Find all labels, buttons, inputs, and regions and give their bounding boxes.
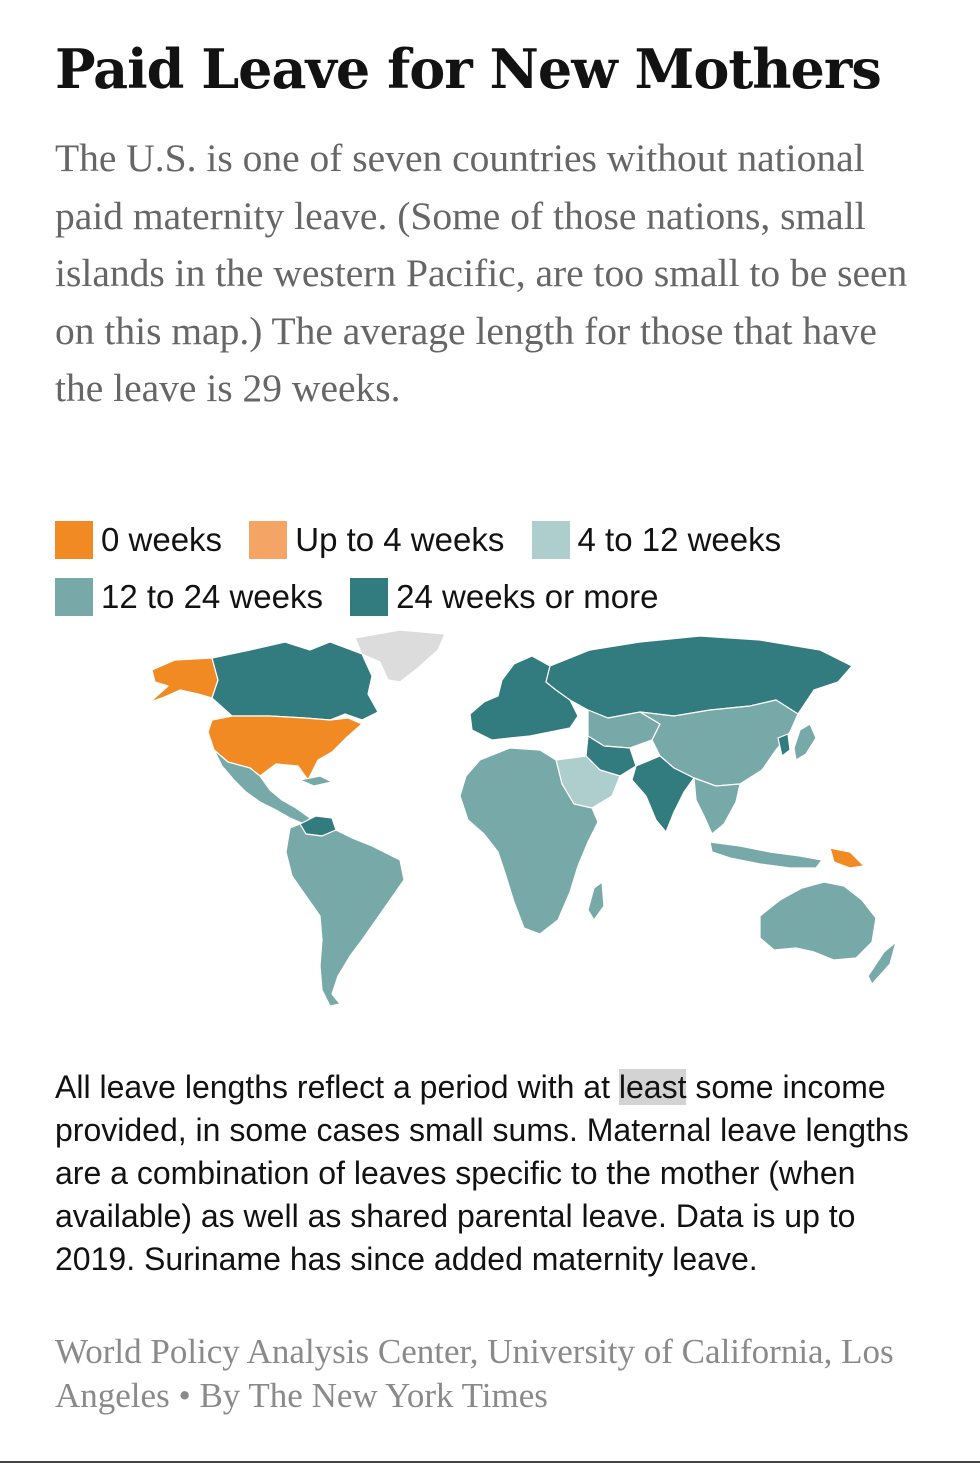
region-southeast-asia <box>693 777 741 835</box>
legend-item-12-to-24-weeks: 12 to 24 weeks <box>55 578 323 616</box>
region-papua-new-guinea <box>829 847 865 869</box>
legend-label: 12 to 24 weeks <box>101 578 323 615</box>
region-south-america <box>285 823 405 1007</box>
footnote: All leave lengths reflect a period with … <box>55 1066 935 1281</box>
region-japan <box>793 723 817 761</box>
region-russia <box>545 635 853 719</box>
bottom-divider <box>0 1461 980 1463</box>
legend-item-4-to-12-weeks: 4 to 12 weeks <box>531 521 782 559</box>
region-new-zealand <box>867 941 897 985</box>
region-indonesia <box>709 841 823 869</box>
legend-item-24-weeks-or-more: 24 weeks or more <box>350 578 659 616</box>
footnote-text-end: some income provided, in some cases smal… <box>55 1069 909 1277</box>
legend-swatch <box>55 578 93 616</box>
legend-item-0-weeks: 0 weeks <box>55 521 223 559</box>
region-greenland <box>354 629 446 683</box>
highlighted-word: least <box>618 1069 687 1105</box>
region-caribbean <box>299 775 333 787</box>
legend-label: 24 weeks or more <box>396 578 659 615</box>
region-africa <box>459 747 599 935</box>
region-canada <box>211 641 379 721</box>
legend-swatch <box>531 521 570 559</box>
source-credit: World Policy Analysis Center, University… <box>55 1332 894 1415</box>
world-map <box>149 629 897 1007</box>
legend-swatch <box>249 521 288 559</box>
region-india <box>631 755 695 833</box>
legend-swatch <box>350 578 389 616</box>
region-madagascar <box>587 881 605 921</box>
region-australia <box>759 881 877 961</box>
legend-label: 4 to 12 weeks <box>577 521 782 558</box>
region-china <box>639 699 799 787</box>
legend-swatch <box>55 521 93 559</box>
region-korea <box>777 733 791 757</box>
footnote-text-start: All leave lengths reflect a period with … <box>55 1069 619 1105</box>
legend-label: 0 weeks <box>101 521 223 558</box>
chart-title: Paid Leave for New Mothers <box>55 37 882 101</box>
legend-label: Up to 4 weeks <box>295 521 505 558</box>
chart-subtitle: The U.S. is one of seven countries witho… <box>55 136 908 410</box>
legend: 0 weeks Up to 4 weeks 4 to 12 weeks 12 t… <box>55 511 935 625</box>
region-alaska <box>149 657 219 703</box>
legend-item-up-to-4-weeks: Up to 4 weeks <box>249 521 505 559</box>
